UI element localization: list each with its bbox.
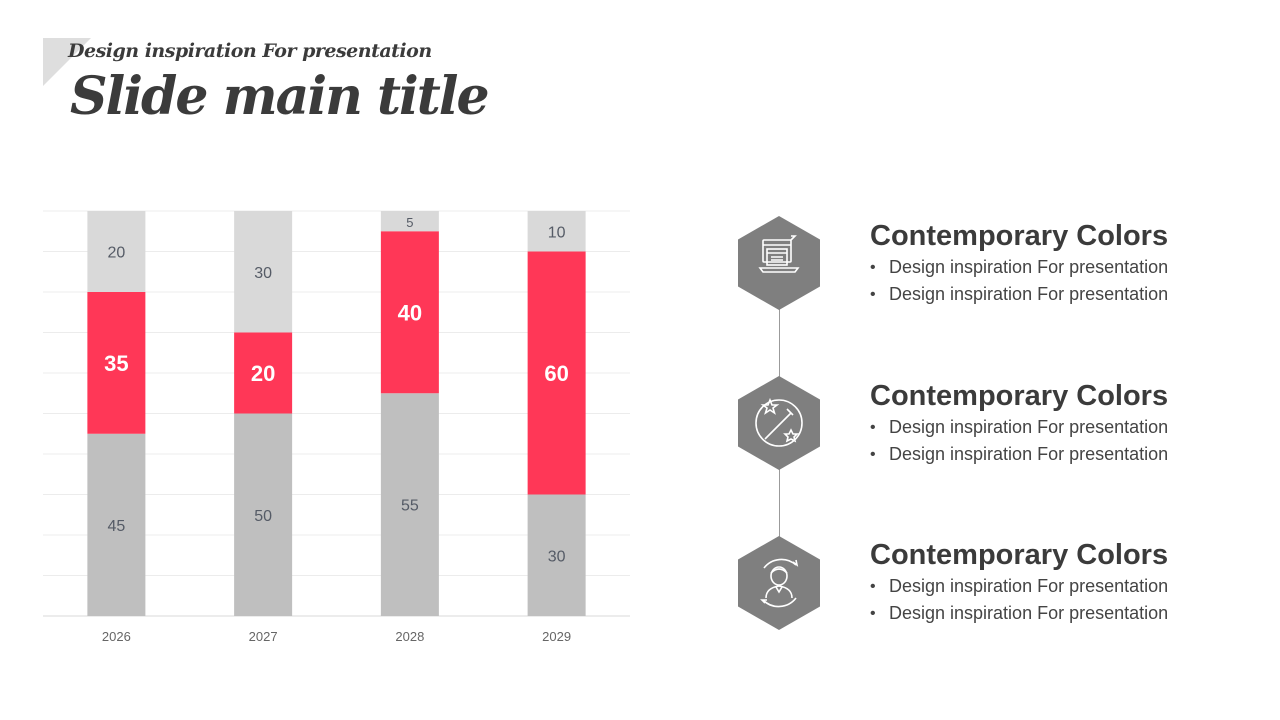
bar-segment-bottom-2027 bbox=[234, 413, 293, 616]
corner-accent bbox=[43, 38, 91, 86]
data-label: 40 bbox=[398, 300, 422, 325]
feature-bullets: Design inspiration For presentation Desi… bbox=[870, 414, 1230, 468]
feature-bullet: Design inspiration For presentation bbox=[870, 254, 1230, 281]
bar-segment-bottom-2028 bbox=[380, 393, 439, 616]
slide-title: Slide main title bbox=[70, 66, 490, 127]
bar-segment-top-2029 bbox=[527, 211, 586, 252]
feature-title: Contemporary Colors bbox=[870, 220, 1169, 252]
data-label: 10 bbox=[548, 224, 566, 241]
data-label: 20 bbox=[107, 245, 125, 262]
person-cycle-icon bbox=[738, 536, 820, 630]
feature-bullets: Design inspiration For presentation Desi… bbox=[870, 254, 1230, 308]
bar-segment-middle-2028 bbox=[380, 231, 439, 394]
feature-bullet: Design inspiration For presentation bbox=[870, 573, 1230, 600]
data-label: 35 bbox=[104, 351, 128, 376]
bar-segment-top-2027 bbox=[234, 211, 293, 333]
feature-block: Contemporary Colors Design inspiration F… bbox=[870, 218, 1230, 308]
feature-bullet: Design inspiration For presentation bbox=[870, 281, 1230, 308]
bar-segment-top-2026 bbox=[87, 211, 146, 292]
data-label: 30 bbox=[548, 548, 566, 565]
bar-segment-top-2028 bbox=[380, 211, 439, 232]
bar-segment-bottom-2026 bbox=[87, 433, 146, 616]
data-label: 55 bbox=[401, 498, 419, 515]
feature-title: Contemporary Colors bbox=[870, 380, 1169, 412]
feature-bullet: Design inspiration For presentation bbox=[870, 414, 1230, 441]
feature-block: Contemporary Colors Design inspiration F… bbox=[870, 537, 1230, 627]
feature-bullet: Design inspiration For presentation bbox=[870, 600, 1230, 627]
bar-segment-middle-2026 bbox=[87, 292, 146, 434]
x-tick-label: 2029 bbox=[542, 629, 571, 644]
x-tick-label: 2028 bbox=[395, 629, 424, 644]
feature-block: Contemporary Colors Design inspiration F… bbox=[870, 378, 1230, 468]
data-label: 60 bbox=[544, 361, 568, 386]
x-tick-label: 2026 bbox=[102, 629, 131, 644]
stacked-bar-chart: 45 35 20 2026 50 20 30 2027 55 40 5 2028 30 60 10 2029 bbox=[43, 210, 630, 644]
bar-segment-bottom-2029 bbox=[527, 494, 586, 616]
data-label: 20 bbox=[251, 361, 275, 386]
feature-title: Contemporary Colors bbox=[870, 539, 1169, 571]
document-browser-icon bbox=[738, 216, 820, 310]
bar-segment-middle-2029 bbox=[527, 251, 586, 495]
feature-bullet: Design inspiration For presentation bbox=[870, 441, 1230, 468]
slide-subtitle: Design inspiration For presentation bbox=[68, 40, 432, 62]
x-tick-label: 2027 bbox=[249, 629, 278, 644]
data-label: 5 bbox=[406, 215, 413, 230]
data-label: 45 bbox=[107, 518, 125, 535]
magic-wand-icon bbox=[738, 376, 820, 470]
data-label: 30 bbox=[254, 265, 272, 282]
feature-bullets: Design inspiration For presentation Desi… bbox=[870, 573, 1230, 627]
bar-segment-middle-2027 bbox=[234, 332, 293, 414]
data-label: 50 bbox=[254, 508, 272, 525]
